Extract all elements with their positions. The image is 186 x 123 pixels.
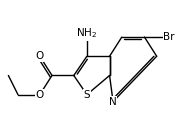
Text: O: O <box>36 90 44 100</box>
Text: O: O <box>36 51 44 61</box>
Text: Br: Br <box>163 32 175 42</box>
Text: S: S <box>84 90 90 100</box>
Text: NH$_2$: NH$_2$ <box>76 27 97 40</box>
Text: N: N <box>109 97 117 107</box>
